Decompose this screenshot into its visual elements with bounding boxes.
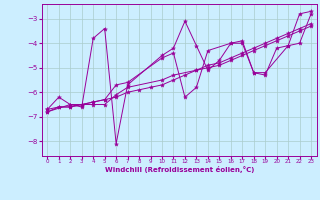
X-axis label: Windchill (Refroidissement éolien,°C): Windchill (Refroidissement éolien,°C) xyxy=(105,166,254,173)
